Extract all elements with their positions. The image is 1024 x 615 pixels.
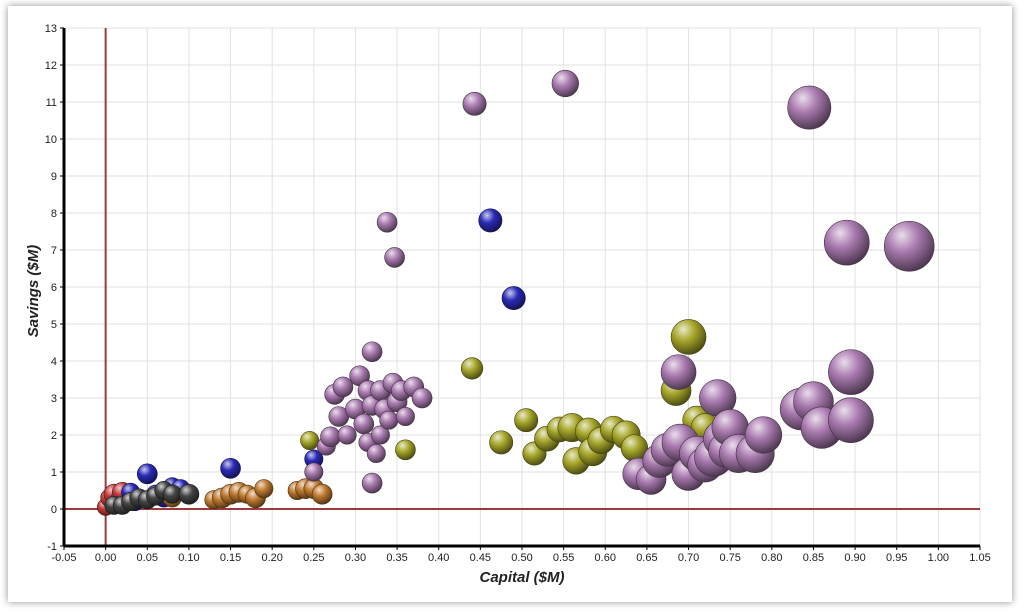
bubble-series-1-point-7 bbox=[220, 458, 241, 479]
y-tick-label: 2 bbox=[51, 430, 57, 442]
bubble-series-5-point-34 bbox=[660, 354, 697, 390]
x-tick-label: 0.50 bbox=[511, 552, 532, 564]
x-tick-label: 0.10 bbox=[178, 552, 199, 564]
x-tick-label: 0.70 bbox=[678, 552, 699, 564]
bubble-series-5-point-25 bbox=[361, 472, 383, 494]
bubble-series-4-point-4 bbox=[514, 408, 539, 433]
bubble-series-3-point-8 bbox=[178, 483, 200, 505]
x-tick-label: 0.75 bbox=[719, 552, 740, 564]
bubble-series-5-point-46 bbox=[744, 416, 783, 454]
bubble-series-1-point-9 bbox=[478, 208, 503, 233]
grid bbox=[63, 27, 981, 547]
bubble-series-5-point-18 bbox=[379, 410, 399, 430]
bubble-series-4-point-3 bbox=[489, 430, 514, 455]
bubble-series-2-point-7 bbox=[254, 479, 274, 499]
x-tick-label: 1.00 bbox=[928, 552, 949, 564]
x-tick-label: 0.55 bbox=[553, 552, 574, 564]
bubble-series-1-point-10 bbox=[501, 286, 526, 311]
bubble-series-5-point-16 bbox=[370, 425, 390, 445]
bubble-series-5-point-51 bbox=[823, 219, 870, 266]
x-tick-label: 0.30 bbox=[345, 552, 366, 564]
chart-frame: -0.05 0.00 0.05 0.10 0.15 0.20 0.25 0.30 0.35 0.4… bbox=[8, 6, 1012, 602]
x-tick-label: 0.35 bbox=[386, 552, 407, 564]
x-tick-label: 1.05 bbox=[969, 552, 990, 564]
y-tick-label: 4 bbox=[51, 356, 57, 368]
y-tick-label: 11 bbox=[46, 97, 57, 109]
bubble-series-4-point-2 bbox=[460, 357, 484, 380]
bubble-series-5-point-52 bbox=[828, 349, 874, 395]
bubble-series-5-point-2 bbox=[320, 426, 341, 448]
bubble-series-5-point-27 bbox=[384, 247, 405, 268]
y-tick-label: 8 bbox=[51, 208, 57, 220]
x-tick-label: 0.90 bbox=[844, 552, 865, 564]
y-tick-label: 9 bbox=[51, 171, 57, 183]
bubble-series-5-point-22 bbox=[395, 407, 415, 426]
bubble-series-2-point-11 bbox=[311, 483, 333, 505]
y-tick-label: 10 bbox=[45, 134, 57, 146]
bubble-series-1-point-2 bbox=[136, 463, 158, 485]
y-tick-label: 1 bbox=[51, 467, 57, 479]
x-tick-label: 0.45 bbox=[470, 552, 491, 564]
bubble-series-4-point-17 bbox=[670, 319, 707, 355]
bubble-series-5-point-0 bbox=[304, 462, 324, 482]
x-tick-label: 0.20 bbox=[261, 552, 282, 564]
bubble-chart: -0.05 0.00 0.05 0.10 0.15 0.20 0.25 0.30 0.35 0.4… bbox=[25, 23, 991, 586]
x-tick-label: 0.15 bbox=[220, 552, 241, 564]
x-tick-label: 0.95 bbox=[886, 552, 907, 564]
y-tick-label: 3 bbox=[51, 393, 57, 405]
y-tick-label: 6 bbox=[51, 282, 57, 294]
x-tick-label: 0.80 bbox=[761, 552, 782, 564]
bubble-series-5-point-5 bbox=[332, 376, 354, 398]
y-tick-label: 7 bbox=[51, 245, 57, 257]
bubble-series-5-point-24 bbox=[411, 387, 433, 409]
bubble-series-5-point-53 bbox=[828, 397, 874, 443]
bubble-series-5-point-6 bbox=[337, 425, 357, 445]
x-tick-label: 0.65 bbox=[636, 552, 657, 564]
x-tick-label: 0.60 bbox=[595, 552, 616, 564]
y-tick-label: -1 bbox=[47, 541, 57, 553]
x-tick-label: 0.05 bbox=[137, 552, 158, 564]
bubble-series-5-point-48 bbox=[787, 85, 832, 130]
bubble-series-4-point-1 bbox=[395, 439, 416, 461]
bubbles bbox=[97, 69, 935, 516]
x-axis-title: Capital ($M) bbox=[479, 569, 564, 586]
x-tick-label: 0.40 bbox=[428, 552, 449, 564]
x-tick-label: -0.05 bbox=[51, 552, 76, 564]
bubble-series-5-point-54 bbox=[883, 221, 935, 272]
x-tick-label: 0.85 bbox=[803, 552, 824, 564]
bubble-series-5-point-12 bbox=[361, 341, 383, 363]
axes bbox=[60, 27, 981, 550]
y-axis-title: Savings ($M) bbox=[25, 245, 42, 338]
bubble-series-5-point-9 bbox=[353, 413, 375, 435]
bubble-series-5-point-14 bbox=[366, 444, 386, 463]
y-tick-label: 12 bbox=[45, 60, 57, 72]
bubble-series-4-point-0 bbox=[300, 431, 320, 451]
x-tick-label: 0.00 bbox=[95, 552, 116, 564]
y-tick-label: 5 bbox=[51, 319, 57, 331]
bubble-series-5-point-26 bbox=[376, 211, 398, 233]
x-tick-label: 0.25 bbox=[303, 552, 324, 564]
x-tick-labels: -0.05 0.00 0.05 0.10 0.15 0.20 0.25 0.30 0.35 0.4… bbox=[51, 552, 990, 564]
reference-lines bbox=[64, 28, 980, 546]
bubble-series-5-point-29 bbox=[551, 69, 579, 98]
bubble-series-5-point-28 bbox=[462, 91, 487, 116]
y-tick-label: 0 bbox=[51, 504, 57, 516]
y-tick-label: 13 bbox=[45, 23, 57, 35]
